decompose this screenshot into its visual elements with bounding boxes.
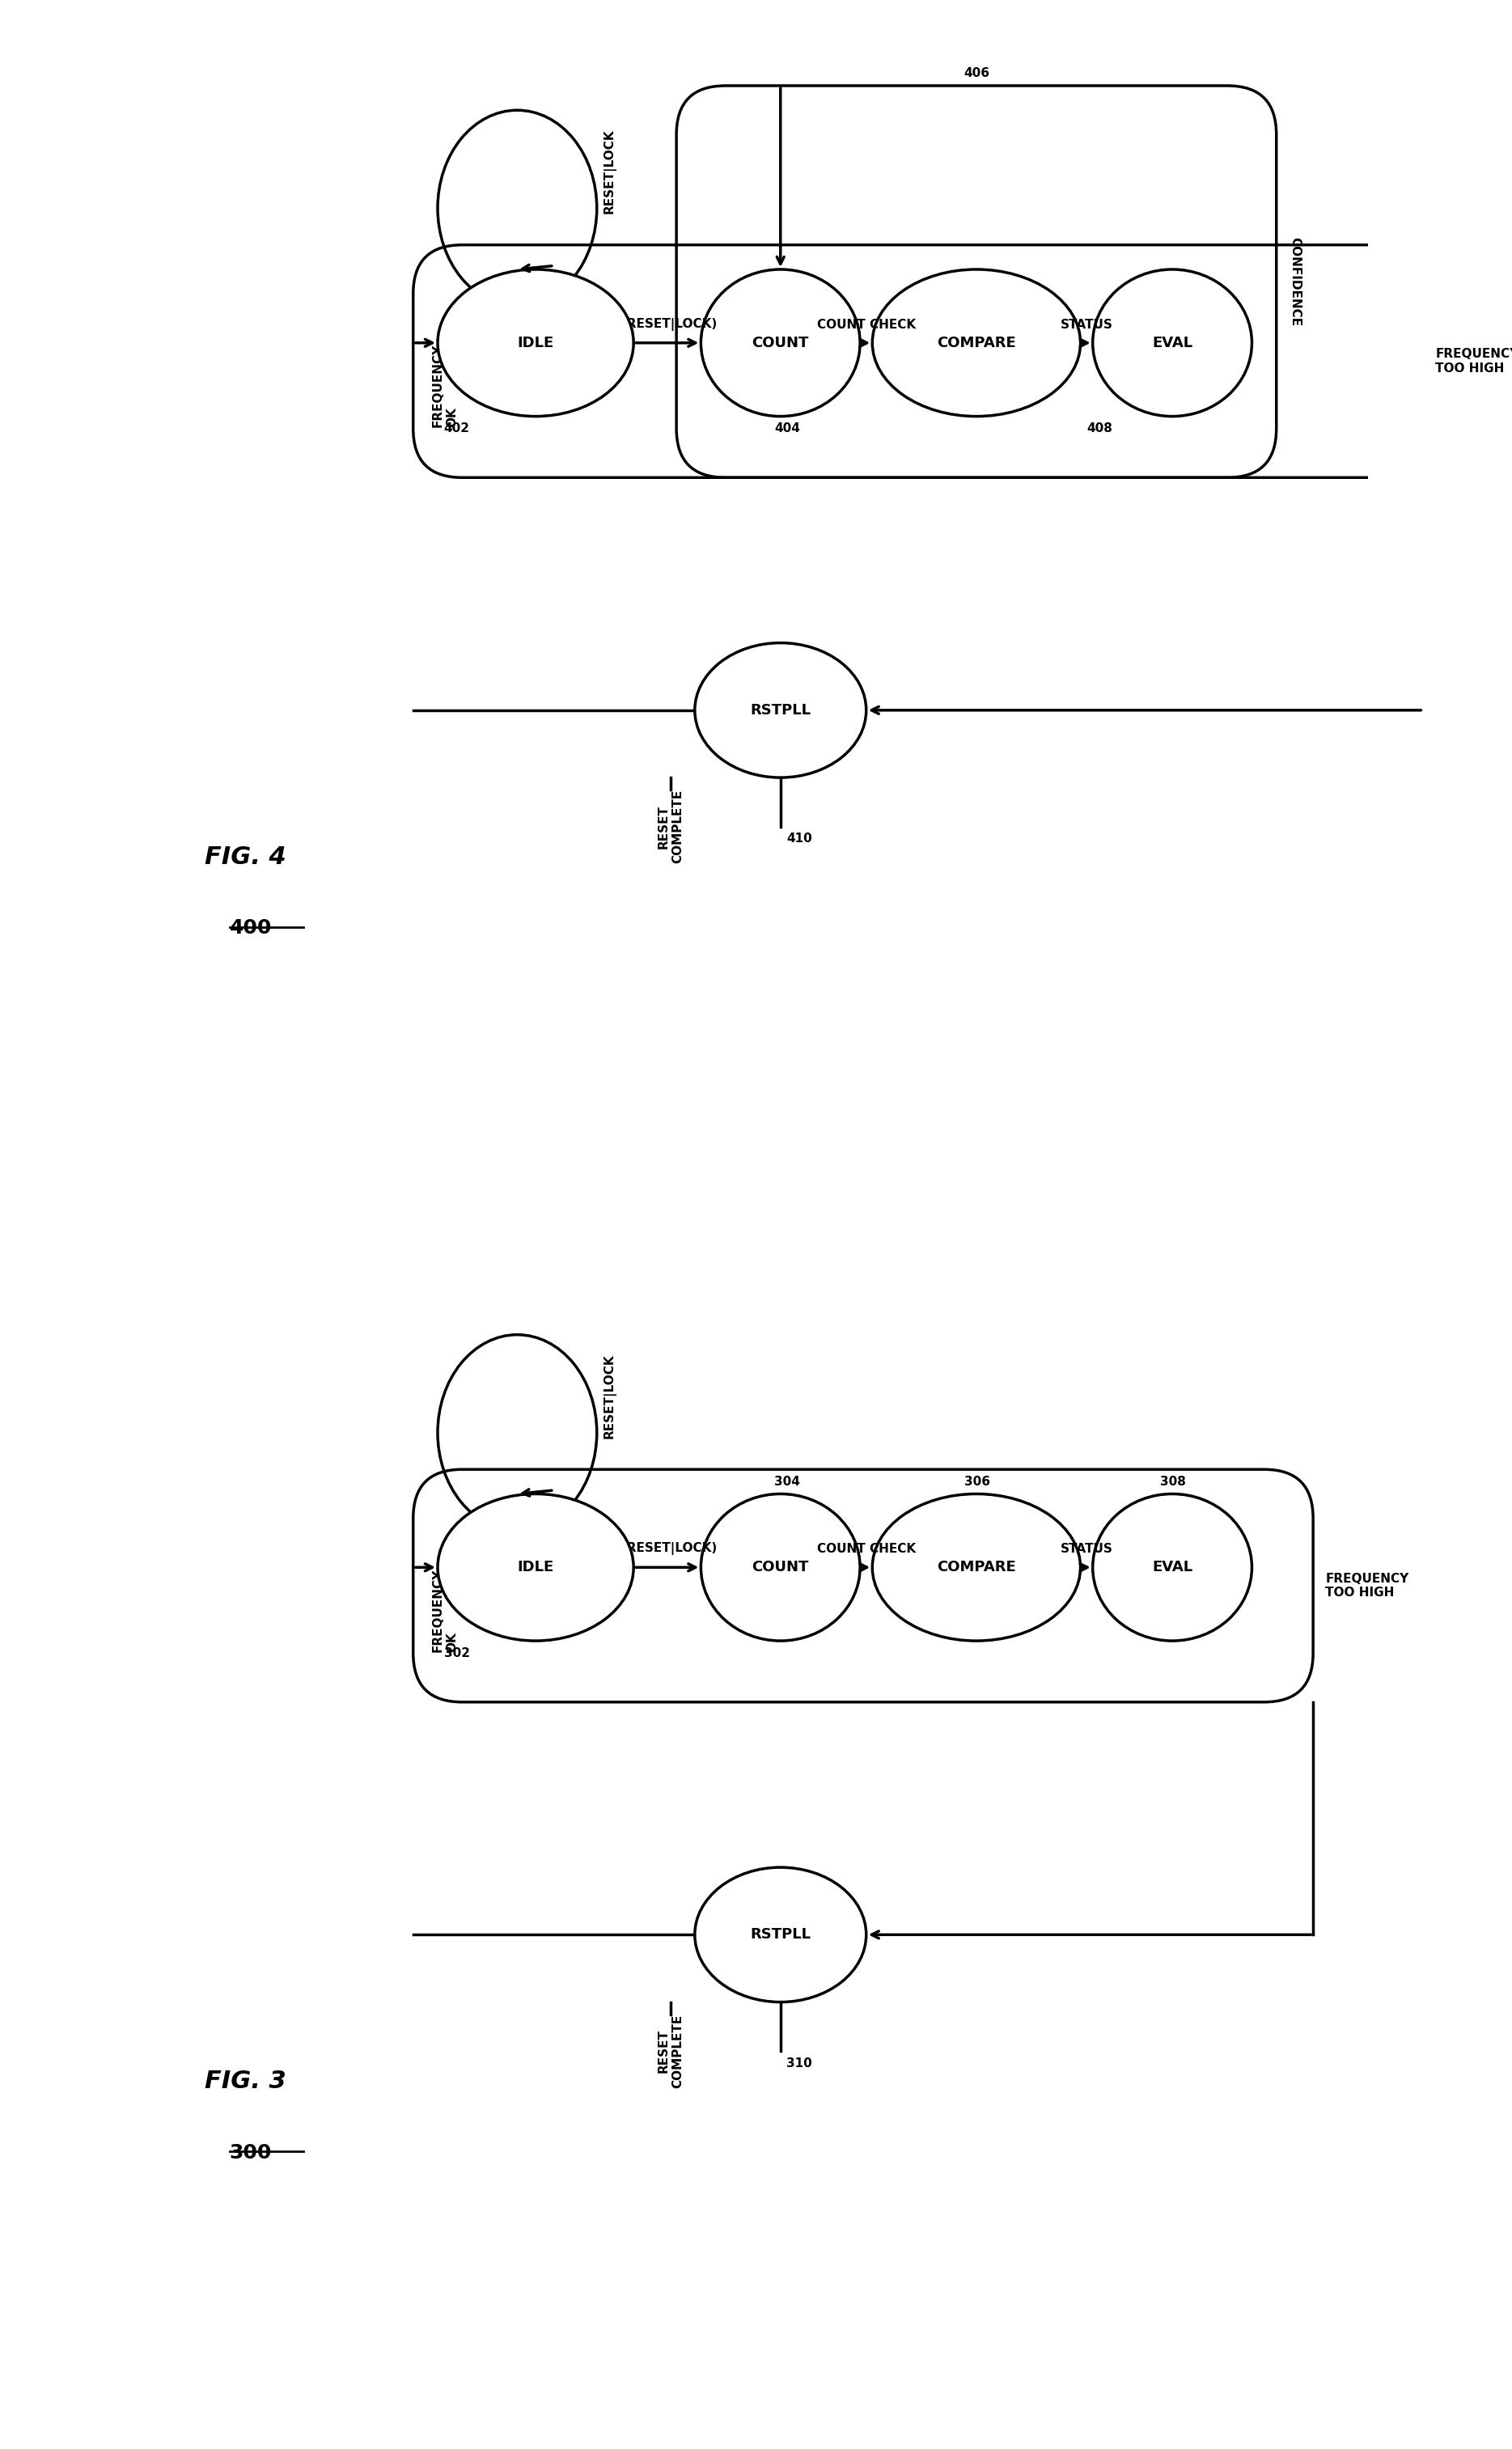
Text: 406: 406 — [965, 69, 990, 81]
Text: CONFIDENCE: CONFIDENCE — [1288, 238, 1300, 326]
Text: RESET|LOCK: RESET|LOCK — [603, 130, 615, 213]
Ellipse shape — [696, 1869, 866, 2003]
Text: 400: 400 — [230, 918, 272, 938]
Text: COUNT: COUNT — [751, 336, 809, 350]
Text: 300: 300 — [230, 2143, 272, 2162]
Text: FREQUENCY
TOO HIGH: FREQUENCY TOO HIGH — [1435, 348, 1512, 375]
Text: FREQUENCY
OK: FREQUENCY OK — [431, 343, 458, 429]
Text: COMPARE: COMPARE — [937, 336, 1016, 350]
Text: COUNT CHECK: COUNT CHECK — [816, 318, 916, 331]
Text: 404: 404 — [774, 424, 800, 433]
Text: 310: 310 — [786, 2057, 812, 2069]
Text: 306: 306 — [965, 1477, 990, 1487]
Ellipse shape — [696, 644, 866, 779]
Ellipse shape — [437, 269, 634, 416]
Text: FREQUENCY
TOO HIGH: FREQUENCY TOO HIGH — [1326, 1572, 1409, 1599]
Text: FIG. 4: FIG. 4 — [206, 845, 286, 869]
Text: IDLE: IDLE — [517, 336, 553, 350]
Text: !(RESET|LOCK): !(RESET|LOCK) — [617, 318, 718, 331]
Text: STATUS: STATUS — [1060, 1543, 1113, 1555]
Ellipse shape — [1093, 269, 1252, 416]
Ellipse shape — [872, 269, 1081, 416]
Text: RESET
COMPLETE: RESET COMPLETE — [658, 2013, 683, 2089]
Text: 402: 402 — [445, 424, 470, 433]
Text: STATUS: STATUS — [1060, 318, 1113, 331]
Text: EVAL: EVAL — [1152, 336, 1193, 350]
Ellipse shape — [702, 269, 860, 416]
Text: RESET|LOCK: RESET|LOCK — [603, 1354, 615, 1438]
Text: IDLE: IDLE — [517, 1560, 553, 1575]
Text: RSTPLL: RSTPLL — [750, 1927, 810, 1942]
Ellipse shape — [872, 1494, 1081, 1641]
Text: 410: 410 — [786, 833, 812, 845]
Ellipse shape — [1093, 1494, 1252, 1641]
Text: RSTPLL: RSTPLL — [750, 703, 810, 718]
Text: EVAL: EVAL — [1152, 1560, 1193, 1575]
Text: COMPARE: COMPARE — [937, 1560, 1016, 1575]
Text: !(RESET|LOCK): !(RESET|LOCK) — [617, 1543, 718, 1555]
Text: 408: 408 — [1087, 424, 1113, 433]
Text: FIG. 3: FIG. 3 — [206, 2069, 286, 2094]
Ellipse shape — [702, 1494, 860, 1641]
Text: 308: 308 — [1160, 1477, 1185, 1487]
Text: 302: 302 — [445, 1648, 470, 1658]
Text: COUNT CHECK: COUNT CHECK — [816, 1543, 916, 1555]
Text: COUNT: COUNT — [751, 1560, 809, 1575]
Ellipse shape — [437, 1494, 634, 1641]
Text: FREQUENCY
OK: FREQUENCY OK — [431, 1567, 458, 1653]
Text: RESET
COMPLETE: RESET COMPLETE — [658, 789, 683, 864]
Text: 304: 304 — [774, 1477, 800, 1487]
